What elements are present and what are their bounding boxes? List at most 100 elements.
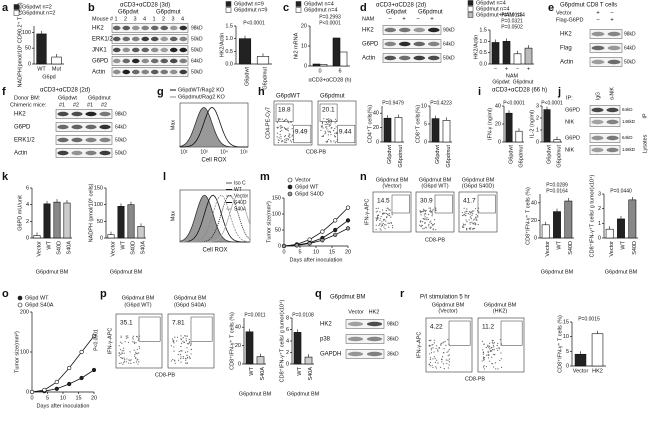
event-dot	[492, 348, 494, 351]
event-dot	[481, 340, 483, 342]
event-dot	[328, 121, 330, 123]
event-dot	[493, 346, 495, 348]
event-dot	[500, 358, 502, 360]
y-axis-label: CD4⁺T cells(%)	[366, 105, 373, 143]
event-dot	[132, 335, 135, 337]
blot-band	[591, 147, 604, 153]
event-dot	[478, 211, 480, 213]
p-value: P=0.0011	[244, 312, 265, 318]
event-dot	[328, 131, 330, 133]
y-tick-label: 20	[495, 121, 501, 127]
event-dot	[330, 141, 332, 143]
event-dot	[289, 136, 291, 139]
event-dot	[334, 122, 336, 124]
label: G6pdwt	[386, 10, 407, 16]
label: HK2	[14, 112, 26, 118]
panel-letter: b	[88, 2, 95, 14]
legend-swatch	[225, 1, 232, 7]
event-dot	[288, 133, 290, 135]
label: 50kD	[191, 47, 203, 53]
blot-band	[606, 147, 619, 153]
blot-band	[150, 36, 159, 42]
blot-frame	[55, 135, 113, 145]
event-dot	[388, 226, 390, 228]
blot-band	[99, 124, 111, 130]
blot-band	[179, 36, 188, 42]
bar	[293, 332, 302, 365]
event-dot	[500, 366, 503, 368]
y-tick-label: 100	[272, 211, 281, 217]
data-point	[54, 386, 59, 391]
y-tick-label: 0	[598, 235, 601, 241]
label: 98kD	[387, 321, 399, 327]
event-dot	[432, 366, 434, 368]
event-dot	[439, 366, 442, 368]
event-dot	[448, 348, 450, 351]
event-dot	[428, 344, 430, 346]
y-tick-label: 6	[286, 327, 289, 333]
event-dot	[186, 362, 188, 364]
label: 90kD	[443, 27, 455, 33]
legend-swatch	[467, 12, 474, 18]
event-dot	[276, 121, 279, 123]
blot-band	[591, 31, 605, 37]
event-dot	[421, 224, 423, 226]
event-dot	[376, 210, 378, 212]
gate	[138, 316, 161, 342]
event-dot	[281, 139, 283, 142]
event-dot	[376, 218, 379, 220]
event-dot	[500, 352, 502, 354]
blot-band	[150, 47, 159, 53]
histogram-curve	[179, 106, 249, 148]
legend-label: G6pdmut n=9	[234, 7, 267, 13]
label: (G6pd WT)	[421, 183, 448, 189]
event-dot	[182, 356, 184, 358]
event-dot	[279, 133, 281, 136]
event-dot	[334, 142, 336, 144]
event-dot	[477, 215, 479, 217]
y-tick-label: 0.5	[225, 49, 233, 55]
event-dot	[291, 135, 293, 137]
label: αCD3+αCD28 (3d)	[120, 3, 170, 9]
bar	[51, 56, 62, 65]
y-tick-label: 0	[28, 61, 31, 67]
event-dot	[127, 341, 130, 344]
blot-band	[413, 55, 426, 61]
y-tick-label: 50	[97, 219, 103, 225]
event-dot	[472, 212, 474, 215]
blot-band	[122, 36, 131, 42]
event-dot	[137, 363, 139, 365]
event-dot	[382, 212, 384, 215]
event-dot	[325, 126, 327, 128]
label: IP	[642, 113, 648, 119]
blot-band	[606, 107, 619, 113]
event-dot	[183, 341, 186, 343]
event-dot	[173, 346, 175, 348]
blot-band	[347, 351, 364, 357]
event-dot	[187, 343, 190, 345]
event-dot	[332, 129, 335, 132]
event-dot	[284, 128, 287, 130]
event-dot	[186, 356, 189, 359]
label: S40D	[234, 200, 247, 206]
label: 36kD	[387, 336, 399, 342]
event-dot	[284, 139, 286, 141]
label: 2	[162, 16, 165, 22]
event-dot	[125, 361, 127, 363]
y-tick-label: 20	[531, 218, 537, 224]
label: NIK	[565, 147, 575, 153]
x-tick-label: 5	[46, 395, 49, 401]
bar	[256, 356, 265, 365]
y-tick-label: 0	[26, 389, 29, 395]
label: 64kD	[622, 107, 633, 112]
y-axis-label: CD8⁺IFN-γ⁺ T cells (%)	[524, 187, 531, 245]
data-point	[333, 227, 338, 233]
y-axis-label: Tumor size(mm²)	[266, 201, 272, 243]
event-dot	[432, 344, 434, 346]
event-dot	[329, 119, 331, 121]
p-value: P=0.9479	[382, 100, 404, 106]
blot-band	[71, 150, 83, 156]
y-tick-label: 0.0	[225, 61, 233, 67]
event-dot	[119, 362, 121, 365]
event-dot	[464, 223, 466, 226]
